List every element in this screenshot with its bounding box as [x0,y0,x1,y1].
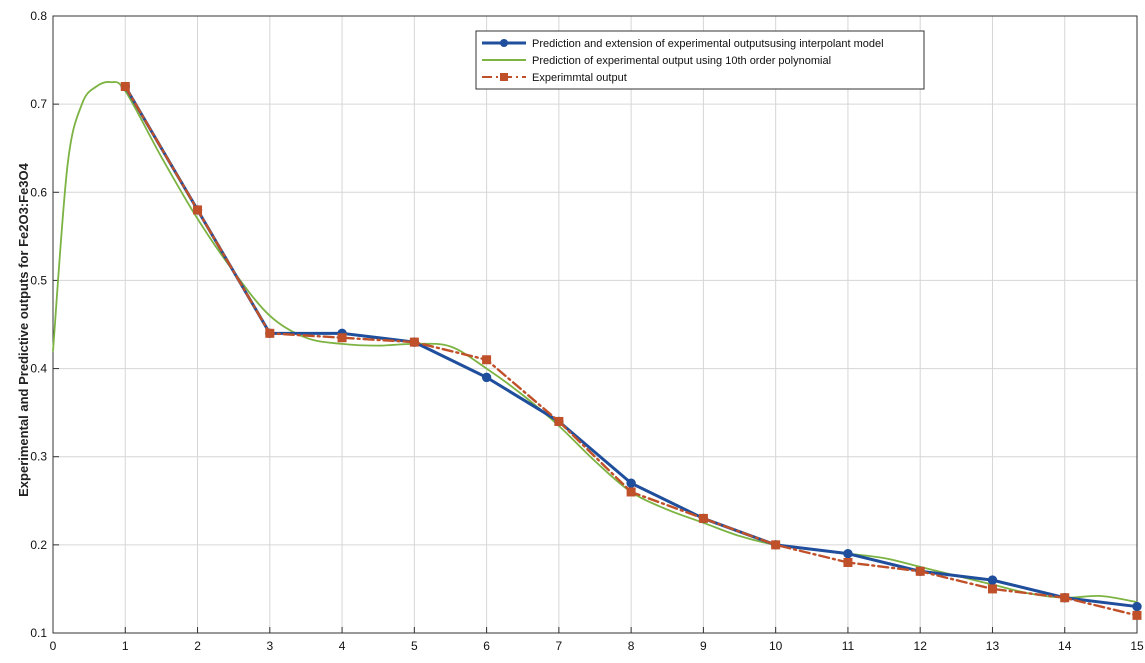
legend-marker [500,39,508,47]
data-point [843,557,853,567]
data-point [626,487,636,497]
x-tick-label: 6 [483,639,490,653]
x-tick-label: 5 [411,639,418,653]
data-point [843,548,853,559]
data-point [409,337,419,347]
x-tick-label: 7 [556,639,563,653]
data-point [987,584,997,594]
data-point [1132,610,1142,620]
axes [52,15,1138,634]
x-tick-label: 3 [266,639,273,653]
x-tick-label: 9 [700,639,707,653]
data-point [1132,601,1142,612]
data-point [698,513,708,523]
x-tick-label: 0 [50,639,57,653]
x-tick-label: 14 [1058,639,1072,653]
legend-box [475,30,925,90]
y-tick-label: 0.4 [30,362,47,376]
series-group [52,81,1142,620]
legend: Prediction and extension of experimental… [475,30,925,90]
data-point [482,355,492,365]
x-tick-label: 11 [842,639,855,653]
legend-marker [500,73,508,81]
data-point [771,540,781,550]
x-tick-label: 13 [986,639,1000,653]
y-tick-label: 0.6 [30,185,47,199]
y-axis-title: Experimental and Predictive outputs for … [16,162,31,497]
legend-item: Experimmtal output [482,72,627,84]
x-tick-label: 4 [339,639,346,653]
plot-frame [52,15,1138,634]
data-point [1060,593,1070,603]
data-point [120,82,130,92]
data-point [915,566,925,576]
data-point [337,333,347,343]
legend-label: Prediction and extension of experimental… [532,38,884,50]
series-3 [120,82,1142,620]
legend-label: Experimmtal output [532,72,627,84]
y-tick-label: 0.1 [30,626,47,640]
data-point [265,328,275,338]
y-tick-label: 0.5 [30,273,47,287]
x-tick-label: 8 [628,639,635,653]
y-tick-label: 0.2 [30,538,47,552]
y-tick-label: 0.7 [30,97,47,111]
data-point [987,575,998,585]
data-point [193,205,203,215]
x-tick-label: 12 [914,639,928,653]
legend-item: Prediction and extension of experimental… [482,38,884,50]
data-point [626,478,636,488]
x-tick-label: 2 [194,639,201,653]
legend-item: Prediction of experimental output using … [482,55,831,67]
data-point [481,372,492,383]
tick-labels: 0 1 2 3 4 5 6 7 8 9 10 11 12 13 14 150.10.20.30.40.50.6… [30,9,1144,653]
data-point [554,416,564,426]
x-tick-label: 1 [122,639,129,653]
x-tick-label: 10 [769,639,783,653]
y-tick-label: 0.8 [30,9,47,23]
legend-label: Prediction of experimental output using … [532,55,831,67]
y-tick-label: 0.3 [30,450,47,464]
grid-lines [53,16,1137,633]
x-tick-label: 15 [1130,639,1144,653]
